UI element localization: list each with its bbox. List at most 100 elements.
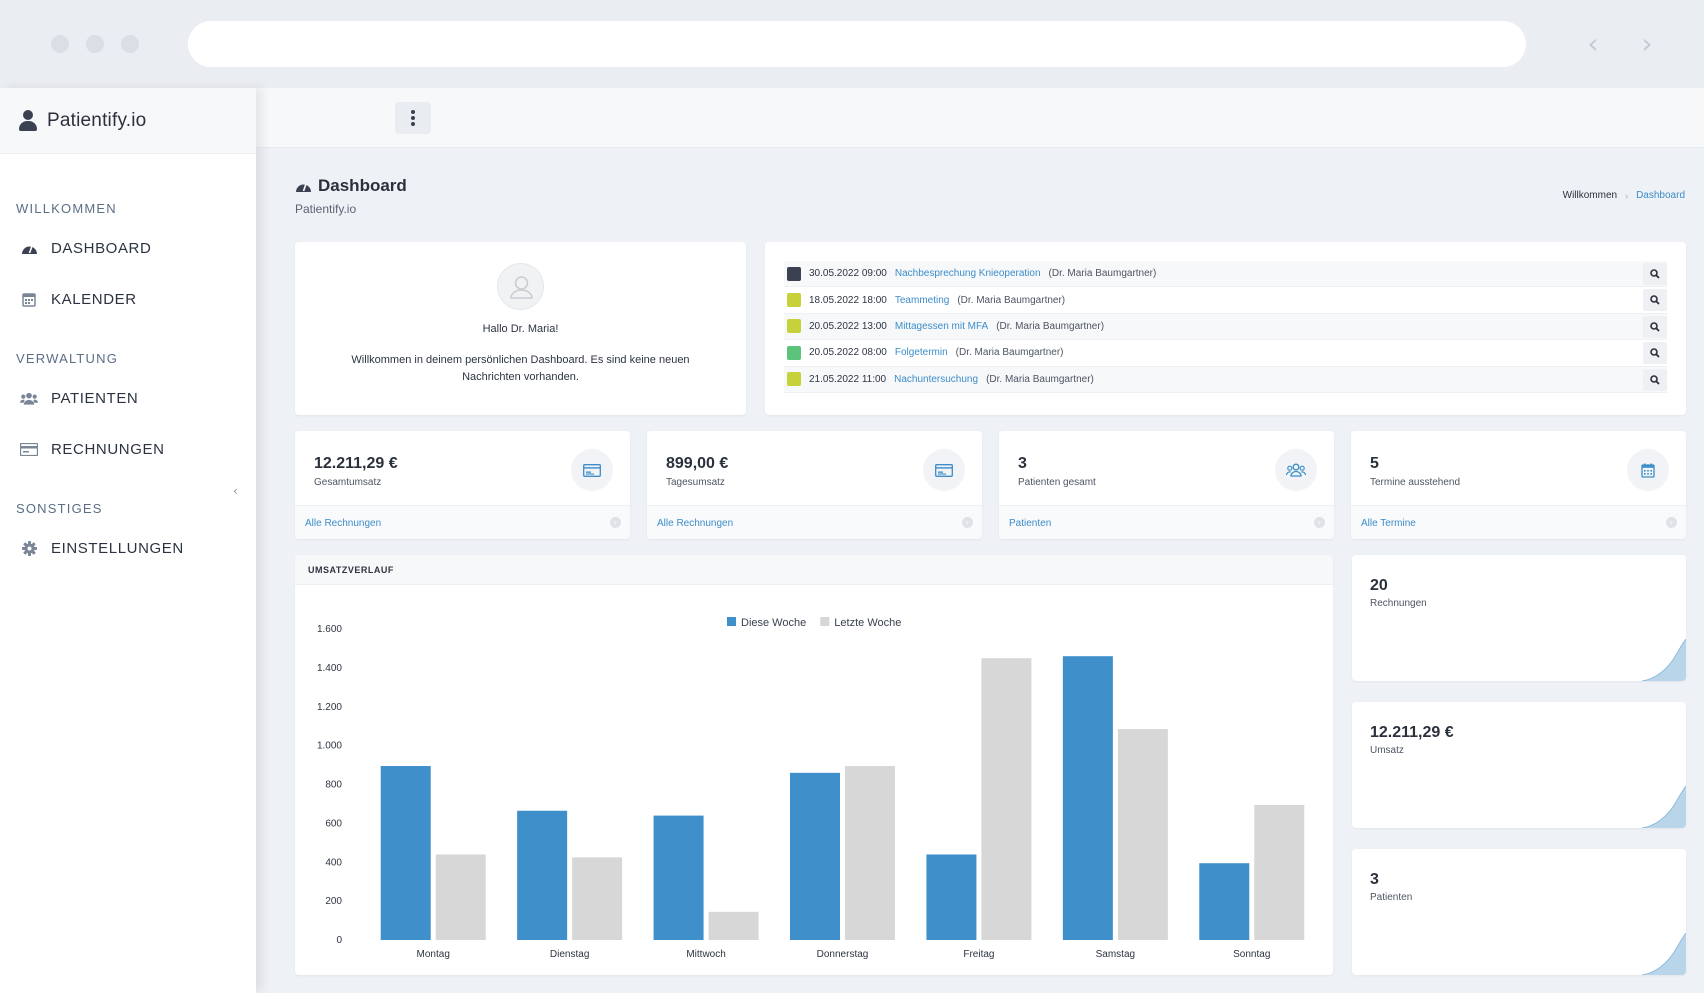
mini-card-rechnungen: 20 Rechnungen (1352, 555, 1686, 681)
bar-diese-woche-montag[interactable] (380, 766, 431, 940)
x-tick-label: Donnerstag (817, 949, 869, 960)
appointment-doctor: (Dr. Maria Baumgartner) (996, 320, 1105, 332)
appointment-title-link[interactable]: Teammeting (894, 294, 950, 306)
appointment-search-button[interactable] (1643, 315, 1667, 338)
appointment-row[interactable]: 20.05.2022 13:00 Mittagessen mit MFA (Dr. … (784, 313, 1667, 341)
appointment-title-link[interactable]: Folgetermin (894, 347, 948, 359)
address-bar[interactable] (188, 21, 1526, 67)
back-arrow-icon[interactable]: ‹ (1587, 27, 1599, 60)
appointment-datetime: 21.05.2022 11:00 (809, 373, 887, 385)
appointment-datetime: 30.05.2022 09:00 (809, 268, 887, 280)
bar-diese-woche-mittwoch[interactable] (653, 815, 704, 940)
bar-letzte-woche-montag[interactable] (435, 854, 486, 940)
y-tick-label: 200 (325, 896, 342, 907)
sidebar-item-label: RECHNUNGEN (51, 441, 165, 458)
bar-diese-woche-sonntag[interactable] (1199, 863, 1250, 940)
welcome-greeting: Hallo Dr. Maria! (482, 323, 559, 335)
bar-letzte-woche-dienstag[interactable] (572, 857, 623, 940)
bar-diese-woche-samstag[interactable] (1062, 656, 1113, 940)
mini-card-umsatz: 12.211,29 € Umsatz (1352, 702, 1686, 828)
arrow-right-circle-icon[interactable]: › (1666, 517, 1677, 528)
window-maximize-dot[interactable] (121, 35, 139, 53)
sidebar-item-rechnungen[interactable]: RECHNUNGEN (20, 441, 165, 458)
y-tick-label: 600 (325, 818, 342, 829)
stat-value: 899,00 € (666, 455, 729, 472)
sidebar-item-label: PATIENTEN (51, 390, 139, 407)
arrow-right-circle-icon[interactable]: › (610, 517, 621, 528)
stat-icon (1275, 449, 1317, 491)
stat-footer[interactable]: Patienten › (999, 505, 1334, 539)
forward-arrow-icon[interactable]: › (1641, 27, 1653, 60)
appointment-row[interactable]: 20.05.2022 08:00 Folgetermin (Dr. Maria Ba… (784, 340, 1667, 367)
bar-letzte-woche-freitag[interactable] (981, 658, 1032, 940)
window-close-dot[interactable] (51, 35, 69, 53)
dashboard-icon (296, 183, 311, 192)
stat-card-tagesumsatz: 899,00 € Tagesumsatz Alle Rechnungen › (647, 431, 982, 539)
stat-footer[interactable]: Alle Rechnungen › (295, 505, 630, 539)
appointment-title-link[interactable]: Nachbesprechung Knieoperation (894, 268, 1041, 280)
stat-footer-link[interactable]: Patienten (1009, 518, 1052, 529)
bar-letzte-woche-donnerstag[interactable] (845, 766, 895, 940)
appointment-row[interactable]: 18.05.2022 18:00 Teammeting (Dr. Maria Bau… (784, 287, 1667, 314)
search-icon (1650, 321, 1660, 332)
appointment-title-link[interactable]: Mittagessen mit MFA (894, 320, 989, 332)
revenue-bar-chart: 0 200 400 600 800 1.000 1.200 1.400 1.600 Montag D… (317, 617, 1305, 960)
stat-card-termine: 5 Termine ausstehend Alle Termine › (1351, 431, 1686, 539)
bar-diese-woche-dienstag[interactable] (517, 810, 568, 940)
sparkline (1626, 639, 1686, 681)
breadcrumb-item-dashboard[interactable]: Dashboard (1636, 190, 1685, 201)
x-tick-label: Mittwoch (686, 949, 725, 960)
appointment-color-marker (787, 372, 801, 387)
appointment-search-button[interactable] (1643, 368, 1667, 391)
legend-swatch (820, 617, 830, 626)
bar-letzte-woche-mittwoch[interactable] (708, 911, 759, 940)
stat-value: 3 (1018, 455, 1027, 472)
appointment-row[interactable]: 21.05.2022 11:00 Nachuntersuchung (Dr. Mar… (784, 366, 1667, 393)
y-tick-label: 1.600 (317, 624, 342, 635)
search-icon (1650, 374, 1660, 385)
bar-diese-woche-freitag[interactable] (926, 854, 977, 940)
stat-footer-link[interactable]: Alle Rechnungen (657, 518, 734, 529)
sidebar-item-kalender[interactable]: KALENDER (20, 291, 137, 308)
page-title-text: Dashboard (318, 176, 407, 195)
x-tick-label: Samstag (1096, 949, 1135, 960)
appointment-search-button[interactable] (1643, 342, 1667, 365)
brand-name: Patientify.io (47, 109, 147, 131)
page-title: Dashboard (295, 176, 407, 196)
brand[interactable]: Patientify.io (0, 88, 256, 154)
y-tick-label: 1.000 (317, 741, 342, 752)
mini-card-value: 12.211,29 € (1370, 724, 1454, 741)
stat-footer-link[interactable]: Alle Rechnungen (305, 518, 382, 529)
appointment-title-link[interactable]: Nachuntersuchung (894, 373, 979, 385)
window-minimize-dot[interactable] (86, 35, 104, 53)
legend-label[interactable]: Diese Woche (741, 617, 806, 629)
x-tick-label: Sonntag (1233, 949, 1270, 960)
breadcrumb-item-willkommen[interactable]: Willkommen (1562, 190, 1618, 201)
bar-diese-woche-donnerstag[interactable] (790, 772, 840, 940)
bar-letzte-woche-sonntag[interactable] (1254, 804, 1305, 940)
stat-footer[interactable]: Alle Termine › (1351, 505, 1686, 539)
arrow-right-circle-icon[interactable]: › (1314, 517, 1325, 528)
sidebar-item-dashboard[interactable]: DASHBOARD (20, 240, 151, 257)
stat-footer[interactable]: Alle Rechnungen › (647, 505, 982, 539)
stat-footer-link[interactable]: Alle Termine (1361, 518, 1416, 529)
more-options-button[interactable] (395, 102, 431, 134)
sidebar-item-label: DASHBOARD (51, 240, 152, 257)
arrow-right-circle-icon[interactable]: › (962, 517, 973, 528)
appointment-search-button[interactable] (1643, 289, 1667, 312)
gear-icon (20, 541, 38, 557)
avatar (497, 263, 544, 310)
mini-card-label: Umsatz (1370, 745, 1404, 756)
sidebar-item-einstellungen[interactable]: EINSTELLUNGEN (20, 540, 184, 557)
appointment-color-marker (787, 345, 801, 360)
appointment-search-button[interactable] (1643, 263, 1667, 285)
invoice-icon (935, 463, 953, 477)
sidebar-item-patienten[interactable]: PATIENTEN (20, 390, 138, 407)
stat-label: Gesamtumsatz (314, 477, 382, 488)
legend-label[interactable]: Letzte Woche (834, 617, 901, 629)
sidebar-collapse-icon[interactable]: ‹ (233, 484, 238, 498)
appointment-row[interactable]: 30.05.2022 09:00 Nachbesprechung Knieoper… (784, 261, 1667, 288)
chart-card-title: UMSATZVERLAUF (295, 555, 1333, 585)
bar-letzte-woche-samstag[interactable] (1117, 729, 1168, 940)
page-subtitle: Patientify.io (295, 202, 357, 216)
